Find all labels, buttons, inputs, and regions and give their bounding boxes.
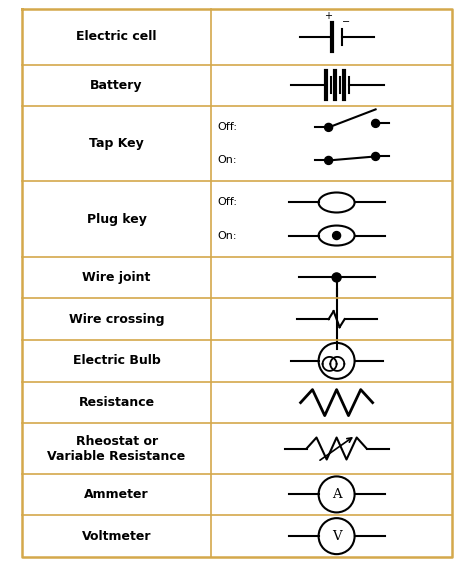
Text: Resistance: Resistance: [79, 396, 155, 409]
Text: A: A: [332, 488, 341, 501]
Text: On:: On:: [217, 155, 237, 166]
Text: Wire crossing: Wire crossing: [69, 312, 164, 325]
Circle shape: [332, 273, 341, 282]
Circle shape: [372, 152, 380, 160]
Text: Wire joint: Wire joint: [82, 271, 151, 284]
Circle shape: [325, 123, 333, 131]
Text: +: +: [324, 11, 332, 21]
Text: Off:: Off:: [217, 122, 237, 133]
Text: Plug key: Plug key: [87, 212, 146, 225]
Text: Tap Key: Tap Key: [89, 138, 144, 150]
Text: −: −: [342, 17, 350, 27]
Text: Ammeter: Ammeter: [84, 488, 149, 501]
Text: On:: On:: [217, 230, 237, 241]
Circle shape: [325, 156, 333, 164]
Text: Electric Bulb: Electric Bulb: [73, 354, 161, 368]
Text: Rheostat or
Variable Resistance: Rheostat or Variable Resistance: [47, 435, 186, 463]
Circle shape: [372, 119, 380, 127]
Text: Battery: Battery: [91, 79, 143, 92]
Circle shape: [333, 232, 341, 240]
Text: Off:: Off:: [217, 197, 237, 208]
Text: Voltmeter: Voltmeter: [82, 530, 151, 543]
Text: Electric cell: Electric cell: [76, 30, 157, 43]
Text: V: V: [332, 530, 341, 543]
